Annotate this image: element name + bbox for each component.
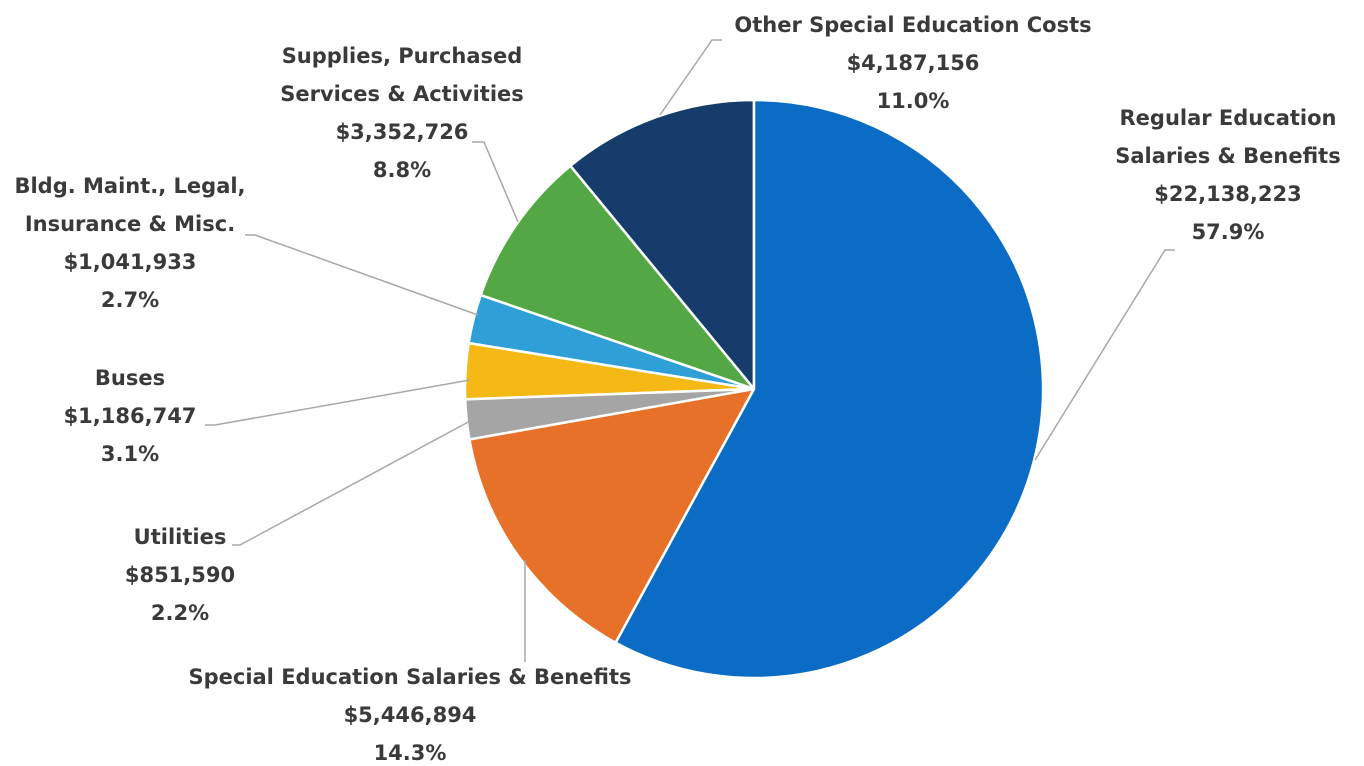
slice-label: Utilities $851,590 2.2% [100, 518, 260, 632]
category-label: Special Education Salaries & Benefits [188, 665, 632, 689]
slice-label: Bldg. Maint., Legal, Insurance & Misc. $1… [0, 167, 260, 319]
value-label: $1,041,933 [63, 250, 197, 274]
percent-label: 2.7% [100, 288, 160, 312]
leader-line [205, 379, 471, 426]
value-label: $1,186,747 [63, 404, 197, 428]
percent-label: 11.0% [876, 89, 950, 113]
pie-slice [568, 98, 756, 393]
category-label: Utilities [133, 525, 227, 549]
pie-slice [613, 98, 1045, 680]
value-label: $851,590 [124, 563, 236, 587]
value-label: $5,446,894 [343, 703, 477, 727]
slice-label: Special Education Salaries & Benefits $5,… [170, 658, 650, 766]
value-label: $4,187,156 [846, 51, 980, 75]
percent-label: 57.9% [1191, 220, 1265, 244]
leader-line [232, 419, 473, 546]
slice-label: Regular Education Salaries & Benefits $22… [1098, 99, 1358, 251]
category-label: Other Special Education Costs [734, 13, 1092, 37]
leader-line [659, 39, 722, 116]
category-label: Regular Education Salaries & Benefits [1115, 106, 1341, 168]
slice-label: Other Special Education Costs $4,187,156 1… [700, 6, 1126, 120]
percent-label: 14.3% [373, 741, 447, 765]
pie-slice [468, 387, 757, 645]
percent-label: 3.1% [100, 442, 160, 466]
pie-slice [479, 164, 758, 392]
percent-label: 8.8% [372, 158, 432, 182]
leader-line [245, 234, 479, 316]
value-label: $3,352,726 [335, 120, 469, 144]
leader-line [472, 141, 519, 223]
slice-label: Buses $1,186,747 3.1% [40, 359, 220, 473]
category-label: Supplies, Purchased Services & Activitie… [280, 44, 524, 106]
category-label: Buses [94, 366, 166, 390]
category-label: Bldg. Maint., Legal, Insurance & Misc. [14, 174, 246, 236]
value-label: $22,138,223 [1154, 182, 1302, 206]
leader-line [1034, 249, 1175, 461]
slice-label: Supplies, Purchased Services & Activitie… [262, 37, 542, 189]
percent-label: 2.2% [150, 601, 210, 625]
